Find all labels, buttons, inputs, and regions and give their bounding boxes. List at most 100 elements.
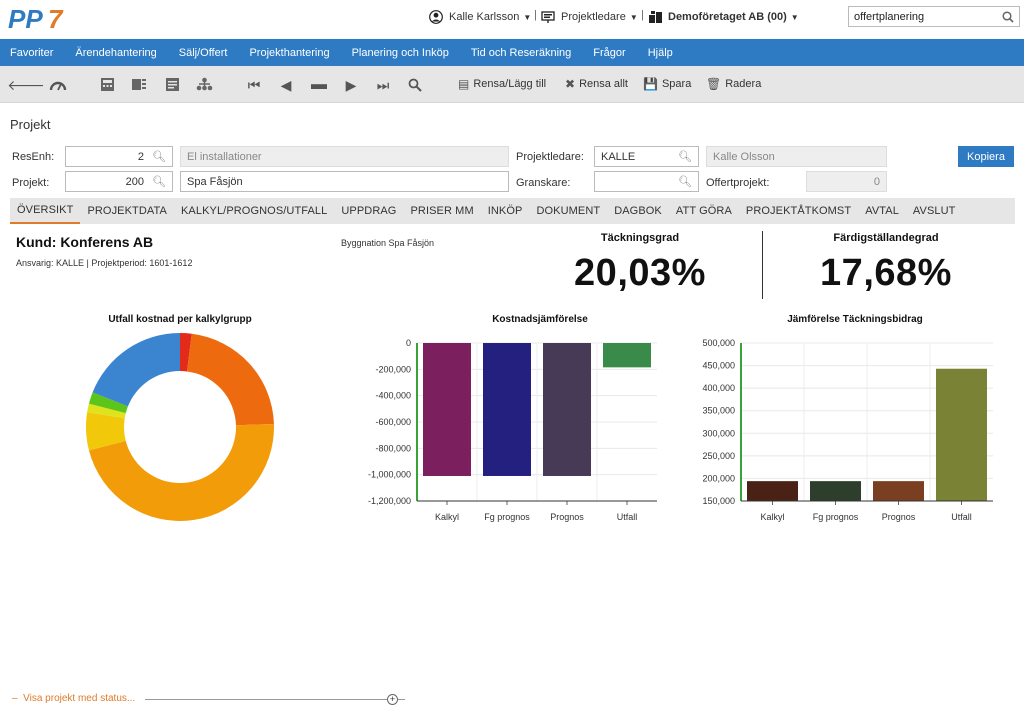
- search-icon[interactable]: [1002, 11, 1014, 23]
- search-icon[interactable]: 🔍︎: [678, 176, 692, 188]
- kpi-coverage-label: Täckningsgrad: [600, 232, 680, 244]
- tab-oversikt[interactable]: ÖVERSIKT: [10, 198, 81, 224]
- kpi-divider: [762, 231, 763, 299]
- status-filter-link[interactable]: – Visa projekt med status...: [12, 693, 135, 704]
- tab-dokument[interactable]: DOKUMENT: [536, 205, 601, 217]
- next-record-icon[interactable]: ▶: [345, 76, 357, 93]
- nav-favoriter[interactable]: Favoriter: [10, 46, 54, 59]
- projekt-name-field[interactable]: Spa Fåsjön: [180, 171, 509, 192]
- y-tick-label: 450,000: [702, 361, 735, 371]
- list-view-icon[interactable]: ▬: [311, 76, 327, 93]
- first-record-icon[interactable]: ⏮: [247, 76, 261, 93]
- global-search[interactable]: [848, 6, 1020, 27]
- resenh-label: ResEnh:: [12, 151, 55, 163]
- search-icon[interactable]: [408, 78, 422, 92]
- y-tick-label: -1,000,000: [368, 470, 411, 480]
- people-list-icon[interactable]: [131, 77, 147, 92]
- y-tick-label: 400,000: [702, 383, 735, 393]
- search-icon[interactable]: 🔍︎: [152, 151, 166, 163]
- bar-fg-prognos[interactable]: [483, 343, 531, 476]
- company-icon: [649, 11, 662, 23]
- save-label: Spara: [661, 78, 692, 90]
- report-icon[interactable]: [165, 77, 180, 92]
- bar-fg-prognos[interactable]: [810, 481, 861, 501]
- search-input[interactable]: [849, 7, 997, 26]
- svg-text:7: 7: [48, 5, 64, 33]
- chart1-title: Utfall kostnad per kalkylgrupp: [108, 314, 252, 325]
- tab-uppdrag[interactable]: UPPDRAG: [341, 205, 397, 217]
- donut-slice-3[interactable]: [86, 412, 126, 451]
- nav-projekthantering[interactable]: Projekthantering: [249, 46, 330, 59]
- nav-tid-reserakning[interactable]: Tid och Reseräkning: [470, 46, 572, 59]
- offertprojekt-label: Offertprojekt:: [706, 177, 770, 189]
- nav-arendehantering[interactable]: Ärendehantering: [75, 46, 157, 59]
- tab-inkop[interactable]: INKÖP: [487, 205, 523, 217]
- clear-add-button[interactable]: ▤ Rensa/Lägg till: [458, 77, 546, 91]
- y-tick-label: -600,000: [375, 417, 411, 427]
- projekt-field[interactable]: 200 🔍︎: [65, 171, 173, 192]
- bar-kalkyl[interactable]: [423, 343, 471, 476]
- cost-comparison-chart: 0 -200,000 -400,000 -600,000 -800,000 -1,000,…: [368, 338, 657, 522]
- bar-prognos[interactable]: [543, 343, 591, 476]
- granskare-field[interactable]: 🔍︎: [594, 171, 699, 192]
- y-tick-label: -200,000: [375, 364, 411, 374]
- x-tick-label: Fg prognos: [484, 512, 530, 522]
- bar-kalkyl[interactable]: [747, 481, 798, 501]
- nav-hjalp[interactable]: Hjälp: [647, 46, 673, 59]
- role-menu[interactable]: Projektledare ▼: [541, 8, 638, 26]
- pp7-logo[interactable]: PP 7: [8, 5, 90, 33]
- save-button[interactable]: 💾 Spara: [643, 77, 691, 91]
- chevron-down-icon: ▼: [790, 12, 799, 22]
- clear-all-button[interactable]: ✖ Rensa allt: [565, 77, 628, 91]
- tab-projektatkomst[interactable]: PROJEKTÅTKOMST: [745, 205, 852, 217]
- search-icon[interactable]: 🔍︎: [678, 151, 692, 163]
- user-menu[interactable]: Kalle Karlsson ▼: [429, 8, 531, 26]
- dashboard-icon[interactable]: [49, 78, 67, 92]
- resenh-field[interactable]: 2 🔍︎: [65, 146, 173, 167]
- nav-fragor[interactable]: Frågor: [593, 46, 626, 59]
- bar-utfall[interactable]: [603, 343, 651, 368]
- tab-kalkyl-prognos-utfall[interactable]: KALKYL/PROGNOS/UTFALL: [180, 205, 328, 217]
- copy-button[interactable]: Kopiera: [958, 146, 1014, 167]
- projekt-name: Spa Fåsjön: [187, 175, 243, 188]
- donut-slice-2[interactable]: [88, 424, 274, 521]
- projektledare-name-field: Kalle Olsson: [706, 146, 887, 167]
- bar-utfall[interactable]: [936, 368, 987, 501]
- donut-slice-5[interactable]: [88, 392, 128, 414]
- projektledare-field[interactable]: KALLE 🔍︎: [594, 146, 699, 167]
- back-arrow-icon[interactable]: 🡐: [7, 76, 45, 93]
- y-tick-label: 150,000: [702, 496, 735, 506]
- tab-avtal[interactable]: AVTAL: [865, 205, 899, 217]
- previous-record-icon[interactable]: ◀: [280, 76, 292, 93]
- last-record-icon[interactable]: ⏭: [376, 76, 390, 93]
- plus-icon[interactable]: +: [387, 694, 398, 705]
- delete-button[interactable]: 🗑 Radera: [706, 77, 761, 91]
- search-icon[interactable]: 🔍︎: [152, 176, 166, 188]
- nav-planering-inkop[interactable]: Planering och Inköp: [351, 46, 449, 59]
- calculator-icon[interactable]: [100, 77, 115, 92]
- main-nav: Favoriter Ärendehantering Sälj/Offert Pr…: [0, 39, 1024, 66]
- tab-priser-mm[interactable]: PRISER MM: [410, 205, 474, 217]
- x-tick-label: Utfall: [951, 512, 972, 522]
- y-tick-label: 250,000: [702, 451, 735, 461]
- clear-all-label: Rensa allt: [579, 78, 628, 90]
- nav-salj-offert[interactable]: Sälj/Offert: [178, 46, 228, 59]
- user-name: Kalle Karlsson: [449, 11, 520, 23]
- resenh-value: 2: [137, 150, 144, 163]
- y-tick-label: -800,000: [375, 443, 411, 453]
- donut-slice-1[interactable]: [187, 333, 274, 426]
- org-chart-icon[interactable]: [196, 77, 213, 92]
- tab-dagbok[interactable]: DAGBOK: [614, 205, 662, 217]
- donut-slice-4[interactable]: [87, 403, 126, 419]
- chart2-title: Kostnadsjämförelse: [492, 314, 588, 325]
- company-menu[interactable]: Demoföretaget AB (00) ▼: [648, 8, 799, 26]
- tab-avslut[interactable]: AVSLUT: [912, 205, 956, 217]
- tab-projektdata[interactable]: PROJEKTDATA: [87, 205, 167, 217]
- bar-prognos[interactable]: [873, 481, 924, 501]
- projekt-value: 200: [125, 175, 144, 188]
- divider: |: [641, 9, 644, 21]
- x-tick-label: Kalkyl: [435, 512, 459, 522]
- donut-slice-6[interactable]: [92, 333, 180, 407]
- tab-att-gora[interactable]: ATT GÖRA: [675, 205, 732, 217]
- donut-slice-0[interactable]: [180, 333, 192, 372]
